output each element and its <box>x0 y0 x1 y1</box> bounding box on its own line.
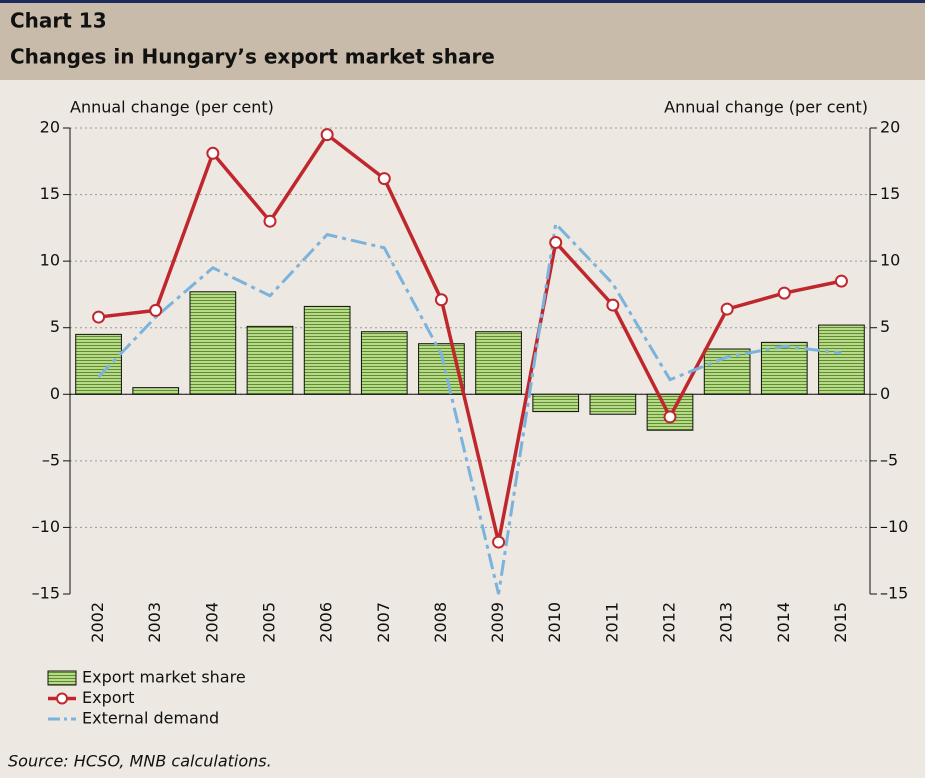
y-tick-label: 5 <box>50 317 60 336</box>
export-marker <box>263 214 277 228</box>
export-marker <box>549 236 563 250</box>
bar <box>303 305 351 395</box>
legend-swatch <box>47 670 77 686</box>
y2-axis-label: Annual change (per cent) <box>664 98 868 117</box>
y-tick-label: 15 <box>40 184 60 203</box>
export-marker <box>149 303 163 317</box>
x-tick-label: 2009 <box>488 602 507 643</box>
export-marker <box>720 302 734 316</box>
y-axis-label: Annual change (per cent) <box>70 98 274 117</box>
y2-tick-label: 10 <box>880 251 900 270</box>
x-tick-label: 2005 <box>260 602 279 643</box>
export-marker <box>320 128 334 142</box>
y2-tick-label: –5 <box>880 450 898 469</box>
legend-label: Export market share <box>82 668 246 687</box>
export-marker <box>663 410 677 424</box>
bar <box>132 387 180 395</box>
bar <box>818 324 865 395</box>
export-marker <box>777 286 791 300</box>
export-marker <box>377 172 391 186</box>
bar <box>589 393 637 415</box>
header-band <box>0 0 925 80</box>
x-tick-label: 2008 <box>431 602 450 643</box>
chart-title: Changes in Hungary’s export market share <box>10 45 495 69</box>
y2-tick-label: 20 <box>880 118 900 137</box>
y2-tick-label: 15 <box>880 184 900 203</box>
bar <box>532 393 580 413</box>
legend-label: External demand <box>82 709 219 728</box>
y-tick-label: 20 <box>40 118 60 137</box>
x-tick-label: 2007 <box>374 602 393 643</box>
x-tick-label: 2004 <box>202 602 221 643</box>
y-tick-label: –10 <box>32 517 60 536</box>
y2-tick-label: –15 <box>880 584 908 603</box>
export-marker <box>92 310 106 324</box>
export-marker <box>834 274 848 288</box>
x-tick-label: 2002 <box>88 602 107 643</box>
chart-number: Chart 13 <box>10 9 107 33</box>
y2-tick-label: 0 <box>880 384 890 403</box>
bar <box>760 341 808 395</box>
bar <box>75 333 122 395</box>
bar <box>189 291 237 395</box>
x-tick-label: 2011 <box>602 602 621 643</box>
bar <box>246 325 294 395</box>
export-marker <box>206 146 220 160</box>
y-tick-label: 0 <box>50 384 60 403</box>
source: Source: HCSO, MNB calculations. <box>8 752 272 771</box>
bar <box>360 331 408 395</box>
external-demand-line <box>97 220 842 595</box>
legend-marker <box>56 692 68 705</box>
y-tick-label: –15 <box>32 584 60 603</box>
x-tick-label: 2013 <box>717 602 736 643</box>
export-marker <box>434 293 448 307</box>
export-marker <box>606 298 620 312</box>
x-tick-label: 2010 <box>545 602 564 643</box>
x-tick-label: 2012 <box>660 602 679 643</box>
export-marker <box>492 535 506 549</box>
bar <box>475 331 522 395</box>
y2-tick-label: 5 <box>880 317 890 336</box>
y-tick-label: –5 <box>42 450 60 469</box>
header-rule <box>0 0 925 3</box>
x-tick-label: 2006 <box>317 602 336 643</box>
y-tick-label: 10 <box>40 251 60 270</box>
y2-tick-label: –10 <box>880 517 908 536</box>
x-tick-label: 2015 <box>831 602 850 643</box>
export-line <box>98 132 842 543</box>
x-tick-label: 2003 <box>145 602 164 643</box>
x-tick-label: 2014 <box>774 602 793 643</box>
legend-label: Export <box>82 688 134 707</box>
